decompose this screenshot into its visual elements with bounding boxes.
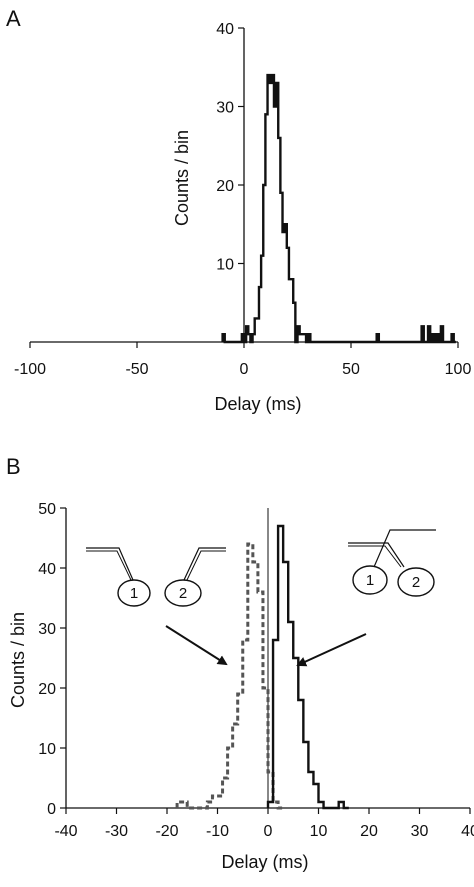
panel-b-xlabel: Delay (ms) xyxy=(221,852,308,872)
right-inset-axon-2 xyxy=(348,542,405,568)
left-inset-neuron-1-label: 1 xyxy=(130,585,138,602)
panel-a-xlabel: Delay (ms) xyxy=(214,394,301,414)
right-inset-neuron-1-label: 1 xyxy=(366,572,374,589)
x-tick-label: 20 xyxy=(360,823,378,840)
histogram-series-dashed xyxy=(175,542,284,810)
y-tick-label: 30 xyxy=(38,621,56,638)
x-tick-label: -40 xyxy=(54,823,77,840)
right-inset-axon-2b xyxy=(348,545,402,568)
panel-b-ticks: -40 -30 -20 -10 0 10 20 30 40 0 10 20 30 40 50 xyxy=(38,501,474,840)
right-inset-diagram: 1 2 xyxy=(348,529,436,597)
y-tick-label: 50 xyxy=(38,501,56,518)
y-tick-label: 40 xyxy=(38,561,56,578)
histogram-series-solid xyxy=(221,73,456,344)
panel-a-ylabel: Counts / bin xyxy=(172,130,192,226)
left-inset-axon-2 xyxy=(183,547,226,581)
x-tick-label: 0 xyxy=(240,361,249,378)
x-tick-label: -30 xyxy=(105,823,128,840)
x-tick-label: -20 xyxy=(155,823,178,840)
x-tick-label: 50 xyxy=(342,361,360,378)
arrow-to-dashed-distribution xyxy=(165,625,228,666)
y-tick-label: 20 xyxy=(38,681,56,698)
arrow-to-solid-distribution xyxy=(296,633,367,667)
x-tick-label: 40 xyxy=(461,823,474,840)
x-tick-label: -50 xyxy=(125,361,148,378)
panel-b-label: B xyxy=(6,454,21,479)
y-tick-label: 40 xyxy=(216,21,234,38)
x-tick-label: 10 xyxy=(310,823,328,840)
left-inset-neuron-2-label: 2 xyxy=(179,585,187,602)
y-tick-label: 10 xyxy=(38,741,56,758)
panel-a: A -100 -50 0 50 100 10 20 30 40 Delay (ms) Count… xyxy=(6,6,471,414)
y-tick-label: 30 xyxy=(216,100,234,117)
right-inset-neuron-2-label: 2 xyxy=(412,574,420,591)
left-inset-axon-2b xyxy=(186,550,226,581)
y-tick-label: 0 xyxy=(47,801,56,818)
right-inset-neuron-2 xyxy=(397,567,435,597)
left-inset-axon-1 xyxy=(86,547,134,581)
y-tick-label: 20 xyxy=(216,178,234,195)
x-tick-label: 0 xyxy=(264,823,273,840)
panel-a-series xyxy=(221,73,456,344)
panel-b-series xyxy=(175,524,349,810)
x-tick-label: 100 xyxy=(445,361,472,378)
panel-a-label: A xyxy=(6,6,21,31)
histogram-series-solid xyxy=(266,524,349,810)
x-tick-label: 30 xyxy=(411,823,429,840)
left-inset-neuron-2 xyxy=(164,579,202,607)
panel-b-ylabel: Counts / bin xyxy=(8,612,28,708)
left-inset-axon-1b xyxy=(86,550,132,581)
panel-a-ticks: -100 -50 0 50 100 10 20 30 40 xyxy=(14,21,471,378)
x-tick-label: -100 xyxy=(14,361,46,378)
left-inset-neuron-1 xyxy=(117,579,151,607)
x-tick-label: -10 xyxy=(206,823,229,840)
right-inset-neuron-1 xyxy=(352,565,388,595)
right-inset-axon-1 xyxy=(373,529,436,568)
panel-b: B -40 -30 -20 -10 0 10 20 30 40 0 10 20 30 40 50 Delay… xyxy=(6,454,474,872)
y-tick-label: 10 xyxy=(216,257,234,274)
left-inset-diagram: 1 2 xyxy=(86,547,226,607)
